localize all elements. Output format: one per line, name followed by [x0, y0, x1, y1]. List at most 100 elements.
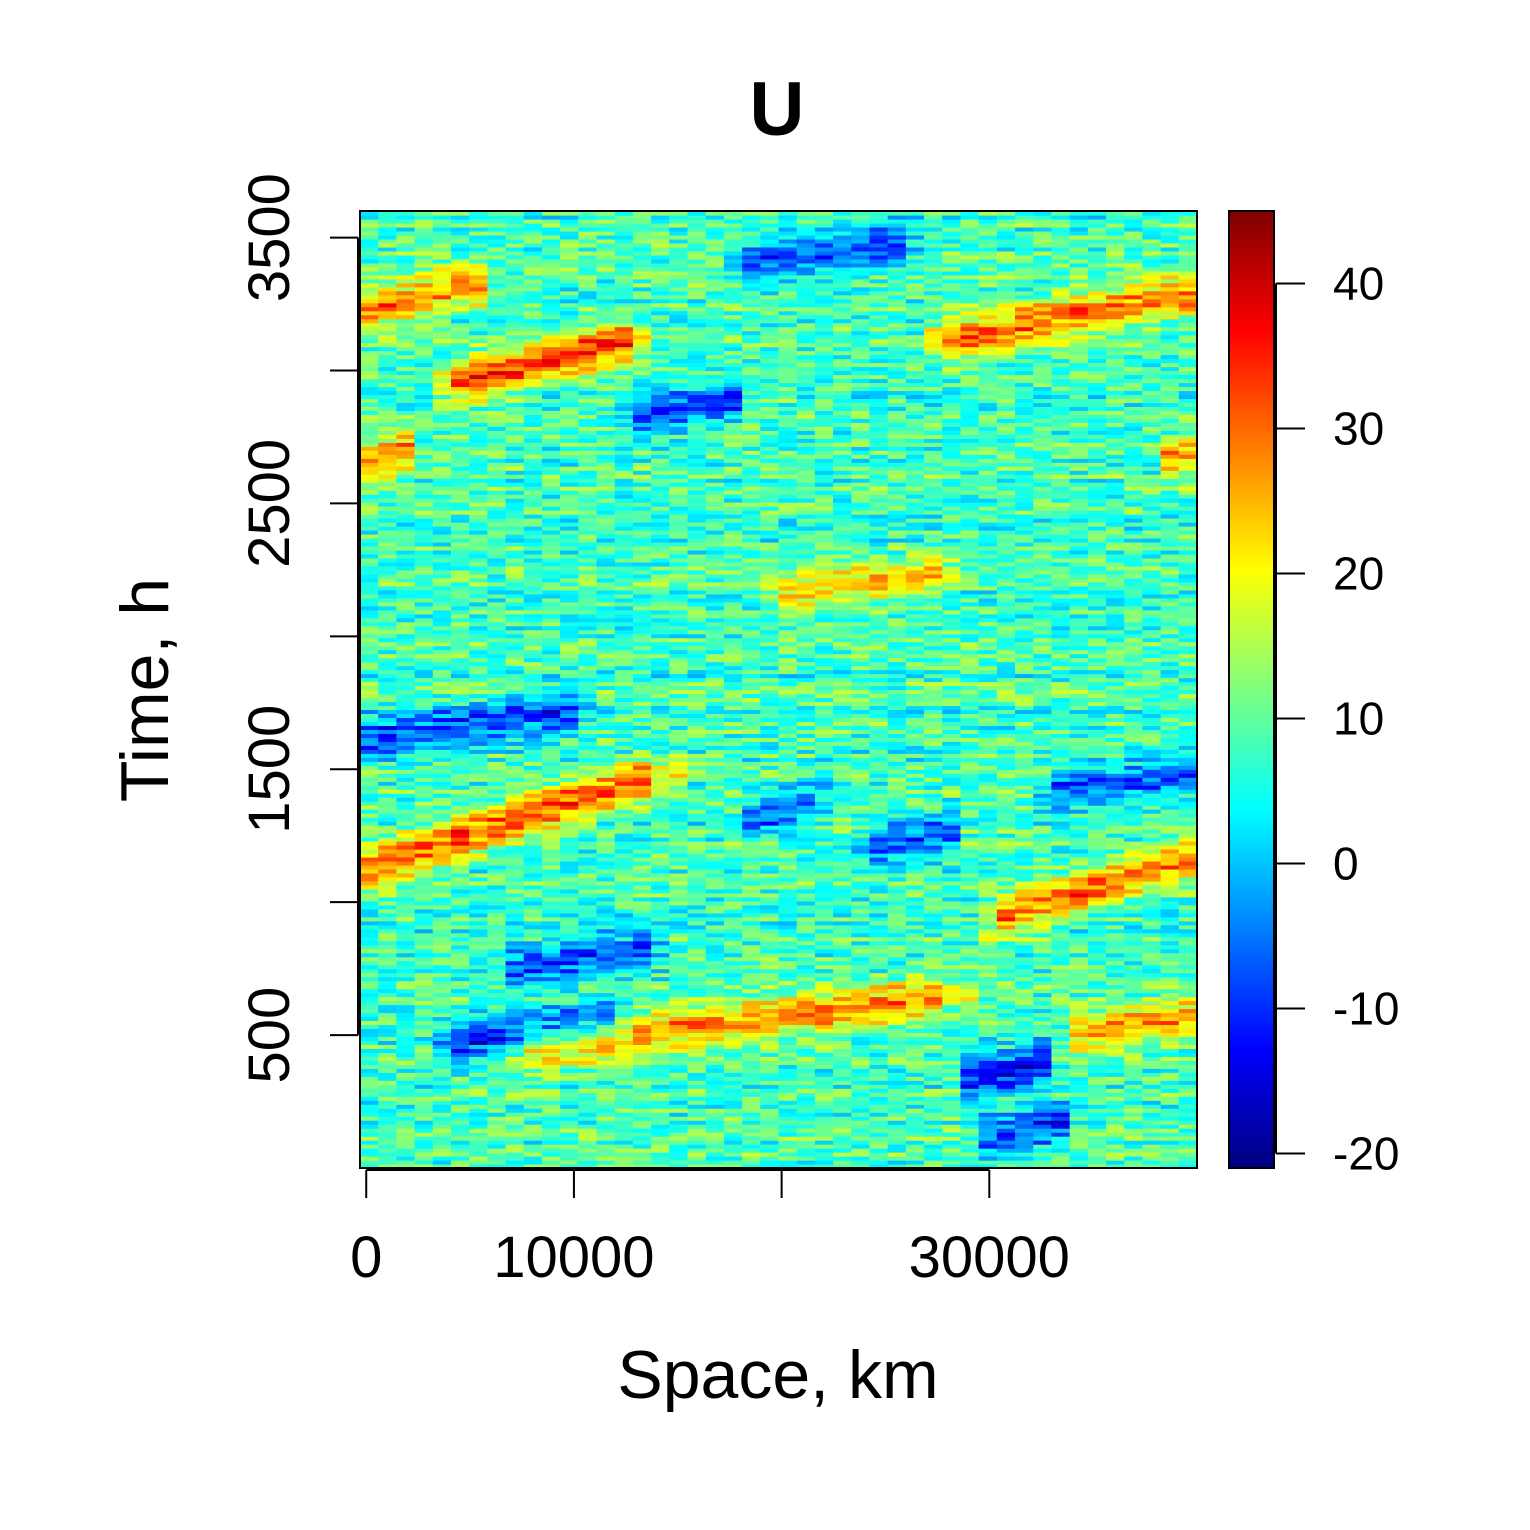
heatmap-cell — [651, 733, 670, 738]
heatmap-cell — [1051, 984, 1071, 990]
heatmap-cell — [851, 900, 871, 906]
heatmap-cell — [924, 1164, 943, 1169]
heatmap-cell — [378, 904, 397, 910]
heatmap-cell — [942, 1028, 962, 1034]
heatmap-cell — [669, 1152, 689, 1157]
heatmap-cell — [1160, 868, 1180, 874]
heatmap-cell — [523, 733, 543, 738]
heatmap-cell — [687, 1088, 707, 1093]
heatmap-cell — [869, 852, 889, 858]
heatmap-cell — [396, 1124, 416, 1129]
heatmap-cell — [833, 849, 852, 854]
heatmap-cell — [523, 785, 543, 790]
heatmap-cell — [560, 888, 579, 894]
heatmap-cell — [942, 1004, 962, 1010]
heatmap-cell — [632, 904, 652, 910]
heatmap-cell — [1033, 864, 1053, 870]
heatmap-cell — [450, 761, 470, 766]
heatmap-cell — [742, 944, 761, 950]
heatmap-cell — [632, 1084, 652, 1089]
heatmap-cell — [760, 817, 780, 822]
heatmap-cell — [869, 737, 889, 742]
heatmap-cell — [505, 972, 525, 978]
heatmap-cell — [505, 745, 525, 750]
heatmap-cell — [505, 1112, 525, 1117]
heatmap-cell — [1178, 737, 1198, 742]
heatmap-cell — [996, 1048, 1016, 1053]
heatmap-cell — [851, 924, 871, 930]
heatmap-cell — [978, 960, 998, 966]
heatmap-cell — [1124, 904, 1144, 910]
heatmap-cell — [1106, 1084, 1125, 1089]
heatmap-cell — [396, 757, 416, 762]
heatmap-cell — [1051, 841, 1071, 846]
heatmap-cell — [360, 896, 379, 902]
heatmap-cell — [905, 1100, 925, 1105]
heatmap-cell — [450, 1148, 470, 1153]
heatmap-cell — [1087, 964, 1107, 970]
heatmap-cell — [723, 797, 743, 802]
heatmap-cell — [742, 1048, 761, 1053]
heatmap-cell — [541, 801, 561, 806]
heatmap-cell — [905, 936, 925, 942]
heatmap-cell — [432, 765, 452, 770]
heatmap-cell — [851, 1144, 871, 1149]
heatmap-cell — [1015, 952, 1034, 958]
heatmap-cell — [887, 852, 907, 858]
heatmap-cell — [505, 1148, 525, 1153]
heatmap-cell — [887, 992, 907, 998]
heatmap-cell — [742, 805, 761, 810]
heatmap-cell — [396, 956, 416, 962]
heatmap-cell — [1160, 896, 1180, 902]
heatmap-cell — [705, 833, 725, 838]
heatmap-cell — [432, 1072, 452, 1077]
heatmap-cell — [414, 1096, 434, 1101]
heatmap-cell — [450, 864, 470, 870]
heatmap-cell — [1087, 1084, 1107, 1089]
heatmap-cell — [1015, 1040, 1034, 1045]
heatmap-cell — [760, 745, 780, 750]
heatmap-cell — [541, 1068, 561, 1073]
heatmap-cell — [723, 1124, 743, 1129]
heatmap-cell — [760, 876, 780, 882]
heatmap-cell — [796, 1092, 816, 1097]
heatmap-cell — [505, 753, 525, 758]
heatmap-cell — [705, 908, 725, 914]
heatmap-cell — [396, 960, 416, 966]
heatmap-cell — [1124, 1024, 1144, 1030]
heatmap-cell — [1160, 1136, 1180, 1141]
heatmap-cell — [614, 785, 634, 790]
heatmap-cell — [942, 1116, 962, 1121]
heatmap-cell — [1178, 904, 1198, 910]
heatmap-cell — [1087, 1092, 1107, 1097]
heatmap-cell — [760, 1088, 780, 1093]
heatmap-cell — [705, 1024, 725, 1030]
heatmap-cell — [541, 1056, 561, 1061]
heatmap-cell — [1051, 757, 1071, 762]
heatmap-cell — [487, 956, 507, 962]
heatmap-cell — [1124, 1028, 1144, 1034]
heatmap-cell — [1160, 1052, 1180, 1057]
heatmap-cell — [1160, 1012, 1180, 1018]
heatmap-cell — [560, 856, 579, 862]
heatmap-cell — [632, 1056, 652, 1061]
heatmap-cell — [851, 765, 871, 770]
heatmap-cell — [396, 1048, 416, 1053]
heatmap-cell — [1106, 1156, 1125, 1161]
heatmap-cell — [814, 1100, 834, 1105]
heatmap-cell — [469, 872, 488, 878]
heatmap-cell — [378, 880, 397, 886]
heatmap-cell — [924, 749, 943, 754]
heatmap-cell — [632, 1160, 652, 1165]
heatmap-cell — [360, 1148, 379, 1153]
heatmap-cell — [1142, 884, 1162, 890]
heatmap-cell — [1033, 928, 1053, 934]
heatmap-cell — [723, 1004, 743, 1010]
heatmap-cell — [796, 1084, 816, 1089]
heatmap-cell — [523, 944, 543, 950]
heatmap-cell — [687, 1052, 707, 1057]
heatmap-cell — [450, 1024, 470, 1030]
heatmap-cell — [523, 1144, 543, 1149]
heatmap-cell — [905, 837, 925, 842]
heatmap-cell — [960, 932, 980, 938]
